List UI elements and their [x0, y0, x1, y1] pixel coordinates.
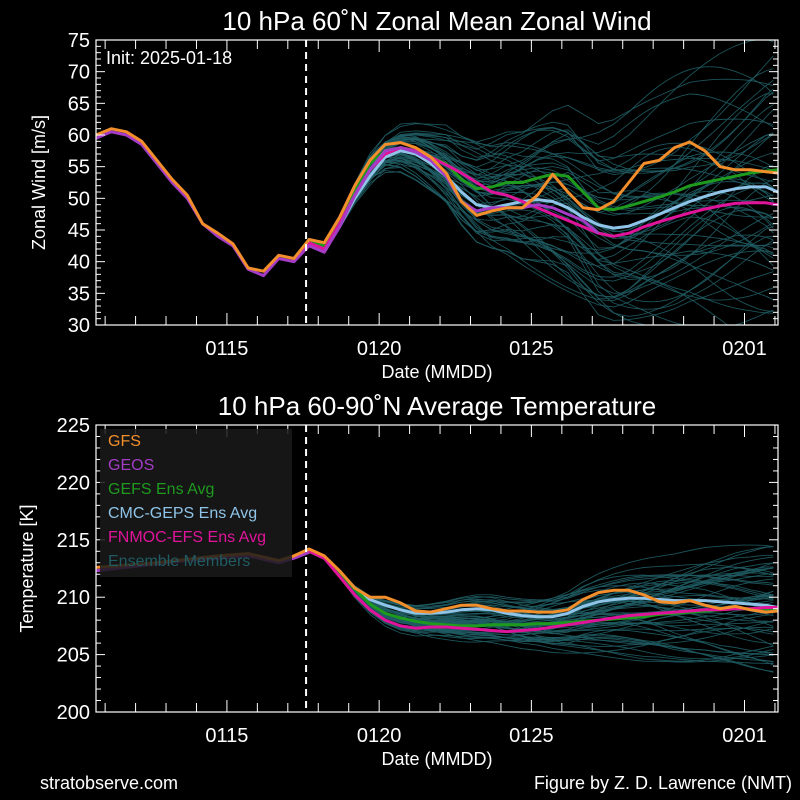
ensemble-member-line [293, 550, 774, 626]
legend-item-fnmoc-efs-ens-avg: FNMOC-EFS Ens Avg [108, 529, 266, 546]
ensemble-member-line [293, 550, 774, 623]
ensemble-member-line [293, 550, 774, 626]
y-axis-label: Temperature [K] [17, 504, 37, 632]
site-credit: stratobserve.com [40, 773, 179, 793]
x-tick-label: 0201 [722, 725, 767, 747]
wind-chart-panel: 30 35 40 45 50 55 60 65 70 75 0115 0120 0125 0201 10 h… [29, 6, 779, 382]
plot-area [96, 544, 778, 673]
ensemble-member-line [293, 550, 774, 625]
x-tick-label: 0201 [722, 338, 767, 360]
temperature-chart-panel: 200 205 210 215 220 225 0115 0120 0125 0201 10 hPa… [17, 391, 779, 769]
ensemble-member-line [293, 160, 774, 325]
ensemble-member-line [293, 167, 774, 308]
author-credit: Figure by Z. D. Lawrence (NMT) [533, 773, 792, 793]
series-line-cmc-geps-ens-avg [293, 549, 778, 619]
legend-item-gfs: GFS [108, 433, 141, 450]
x-tick-label: 0120 [357, 725, 402, 747]
chart-title: 10 hPa 60˚N Zonal Mean Zonal Wind [222, 6, 651, 36]
x-tick-label: 0120 [357, 338, 402, 360]
y-tick-label: 65 [68, 93, 90, 115]
legend-item-ensemble-members: Ensemble Members [108, 553, 250, 570]
series-line-gefs-ens-avg [292, 146, 778, 260]
legend-item-geos: GEOS [108, 457, 154, 474]
ensemble-member-line [293, 134, 774, 259]
series-line-cmc-geps-ens-avg [292, 149, 778, 260]
x-tick-label: 0115 [205, 725, 248, 747]
legend-item-gefs-ens-avg: GEFS Ens Avg [108, 481, 214, 498]
y-tick-label: 70 [68, 62, 90, 84]
y-tick-label: 210 [57, 587, 90, 609]
ensemble-member-line [293, 550, 774, 635]
x-axis-label: Date (MMDD) [382, 749, 493, 769]
x-tick-label: 0115 [205, 338, 248, 360]
y-axis-label: Zonal Wind [m/s] [29, 115, 49, 250]
legend-box [100, 429, 292, 577]
y-tick-label: 225 [57, 415, 90, 437]
y-tick-label: 50 [68, 188, 90, 210]
y-tick-label: 55 [68, 157, 90, 179]
series-line-fnmoc-efs-ens-avg [293, 549, 778, 634]
y-tick-label: 200 [57, 702, 90, 724]
x-tick-label: 0125 [509, 338, 554, 360]
legend: GFS GEOS GEFS Ens Avg CMC-GEPS Ens Avg FNMOC… [100, 429, 292, 577]
x-tick-label: 0125 [509, 725, 554, 747]
ensemble-member-line [293, 550, 774, 660]
ensemble-member-line [293, 550, 774, 663]
plot-area [96, 40, 778, 325]
y-tick-label: 205 [57, 645, 90, 667]
ensemble-member-line [293, 136, 774, 259]
y-tick-label: 75 [68, 30, 90, 52]
legend-item-cmc-geps-ens-avg: CMC-GEPS Ens Avg [108, 505, 257, 522]
x-axis-label: Date (MMDD) [382, 362, 493, 382]
ensemble-member-line [293, 55, 774, 259]
y-tick-label: 40 [68, 252, 90, 274]
y-tick-label: 35 [68, 283, 90, 305]
y-tick-label: 215 [57, 530, 90, 552]
y-tick-label: 45 [68, 220, 90, 242]
series-line-gfs [96, 127, 778, 273]
ensemble-member-line [293, 79, 774, 259]
ensemble-member-line [293, 550, 774, 619]
ensemble-member-line [293, 154, 774, 259]
y-tick-label: 220 [57, 472, 90, 494]
chart-title: 10 hPa 60-90˚N Average Temperature [218, 391, 656, 421]
ensemble-member-line [293, 171, 729, 325]
ensemble-member-line [293, 158, 774, 310]
axes-frame [95, 39, 779, 326]
y-tick-label: 30 [68, 315, 90, 337]
axes-frame [95, 424, 779, 713]
y-tick-label: 60 [68, 125, 90, 147]
init-annotation: Init: 2025-01-18 [106, 48, 232, 68]
